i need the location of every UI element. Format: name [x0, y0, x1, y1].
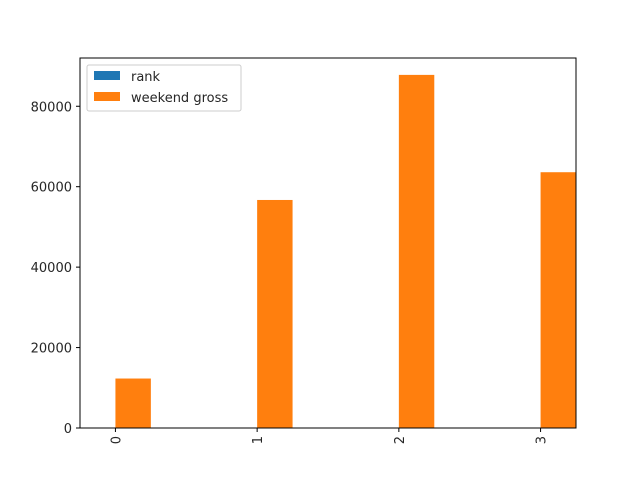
x-tick-label: 3	[535, 436, 550, 444]
legend-swatch-rank	[94, 71, 120, 80]
axes-frame	[79, 57, 577, 429]
bars-layer	[115, 74, 576, 428]
legend: rank weekend gross	[86, 64, 242, 112]
y-tick-label: 80000	[31, 100, 72, 115]
bar-weekend-gross-2	[398, 74, 435, 428]
x-tick-label: 2	[393, 436, 408, 444]
y-tick-label: 40000	[31, 261, 72, 276]
y-tick-label: 20000	[31, 342, 72, 357]
legend-label-weekend-gross: weekend gross	[131, 91, 228, 106]
bar-weekend-gross-3	[540, 172, 576, 428]
y-axis: 0 20000 40000 60000 80000	[31, 100, 80, 437]
bar-weekend-gross-1	[257, 199, 293, 428]
y-tick-label: 0	[64, 422, 72, 437]
bar-weekend-gross-0	[115, 378, 151, 428]
legend-swatch-weekend-gross	[94, 92, 120, 101]
x-tick-label: 1	[251, 436, 266, 444]
legend-box	[86, 64, 242, 112]
x-axis: 0 1 2 3	[109, 428, 550, 444]
x-tick-label: 0	[109, 436, 124, 444]
y-tick-label: 60000	[31, 181, 72, 196]
legend-label-rank: rank	[131, 70, 161, 85]
